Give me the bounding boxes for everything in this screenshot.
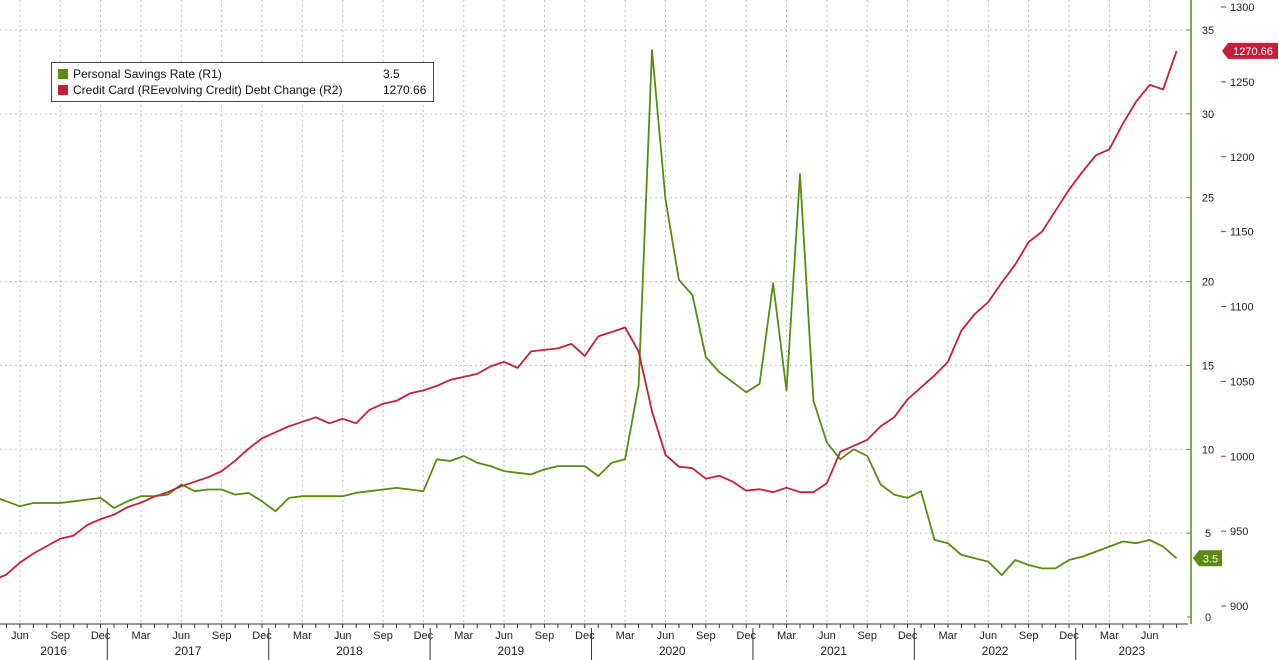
end-label-credit-box [1222, 42, 1278, 59]
y-tick-label-savings: 5 [1205, 528, 1211, 540]
legend-value-credit: 1270.66 [383, 83, 427, 97]
y-tick-label-credit: 950 [1230, 526, 1248, 538]
legend-swatch-savings [58, 69, 68, 79]
x-tick-label: Mar [616, 630, 635, 642]
y-tick-label-savings: 15 [1202, 360, 1214, 372]
y-tick-label-credit: 900 [1230, 601, 1248, 613]
x-tick-label: Jun [334, 630, 352, 642]
year-label: 2019 [497, 644, 524, 658]
end-label-credit-text: 1270.66 [1233, 46, 1273, 58]
year-label: 2018 [336, 644, 363, 658]
x-tick-label: Dec [252, 630, 272, 642]
end-label-savings: 3.5 [1193, 550, 1222, 567]
y-tick-label-savings: 30 [1202, 109, 1214, 121]
end-labels: 3.5 1270.66 [1193, 42, 1278, 567]
legend-item-savings: Personal Savings Rate (R1) 3.5 [58, 66, 427, 82]
x-tick-label: Dec [898, 630, 918, 642]
x-tick-label: Sep [857, 630, 877, 642]
legend-item-credit: Credit Card (REevolving Credit) Debt Cha… [58, 82, 427, 98]
y-tick-label-credit: 1300 [1230, 2, 1254, 14]
year-label: 2016 [40, 644, 67, 658]
y-tick-label-savings: 25 [1202, 193, 1214, 205]
x-tick-label: Sep [50, 630, 70, 642]
year-label: 2017 [175, 644, 202, 658]
x-tick-label: Sep [1019, 630, 1039, 642]
end-label-savings-box [1193, 550, 1222, 567]
x-tick-label: Mar [777, 630, 796, 642]
y-tick-label-savings: 10 [1202, 444, 1214, 456]
x-tick-label: Mar [131, 630, 150, 642]
y-tick-label-savings: 35 [1202, 25, 1214, 37]
x-tick-label: Dec [1059, 630, 1079, 642]
x-tick-label: Sep [696, 630, 716, 642]
year-label: 2020 [659, 644, 686, 658]
legend-swatch-credit [58, 85, 68, 95]
x-tick-label: Dec [91, 630, 111, 642]
x-tick-label: Sep [535, 630, 555, 642]
x-tick-label: Jun [657, 630, 675, 642]
x-tick-label: Dec [414, 630, 434, 642]
legend-label-credit: Credit Card (REevolving Credit) Debt Cha… [73, 83, 343, 97]
series-line-credit [0, 50, 1178, 579]
y-tick-label-credit: 1250 [1230, 77, 1254, 89]
y-tick-label-credit: 1200 [1230, 152, 1254, 164]
year-label: 2021 [820, 644, 847, 658]
x-tick-label: Dec [575, 630, 595, 642]
year-label: 2022 [982, 644, 1009, 658]
legend: Personal Savings Rate (R1) 3.5 Credit Ca… [51, 62, 434, 102]
x-tick-label: Jun [495, 630, 513, 642]
x-tick-label: Jun [1141, 630, 1159, 642]
x-tick-label: Jun [818, 630, 836, 642]
x-tick-label: Jun [172, 630, 190, 642]
x-tick-label: Mar [293, 630, 312, 642]
legend-value-savings: 3.5 [383, 67, 400, 81]
y-tick-label-credit: 1000 [1230, 451, 1254, 463]
legend-label-savings: Personal Savings Rate (R1) [73, 67, 222, 81]
x-tick-label: Jun [979, 630, 997, 642]
x-tick-label: Mar [1100, 630, 1119, 642]
end-label-credit: 1270.66 [1222, 42, 1278, 59]
series-lines [0, 49, 1178, 579]
x-tick-label: Dec [736, 630, 756, 642]
y-tick-label-credit: 1150 [1230, 227, 1254, 239]
end-label-savings-text: 3.5 [1203, 553, 1218, 565]
x-tick-label: Mar [454, 630, 473, 642]
x-tick-label: Mar [938, 630, 957, 642]
y-tick-label-savings: 0 [1205, 612, 1211, 624]
x-tick-label: Sep [212, 630, 232, 642]
series-line-savings [0, 49, 1178, 576]
x-tick-label: Sep [373, 630, 393, 642]
y-tick-label-credit: 1100 [1230, 302, 1254, 314]
grid-lines [0, 0, 1188, 622]
year-label: 2023 [1119, 644, 1146, 658]
x-tick-label: Jun [11, 630, 29, 642]
y-tick-label-savings: 20 [1202, 277, 1214, 289]
y-tick-label-credit: 1050 [1230, 376, 1254, 388]
